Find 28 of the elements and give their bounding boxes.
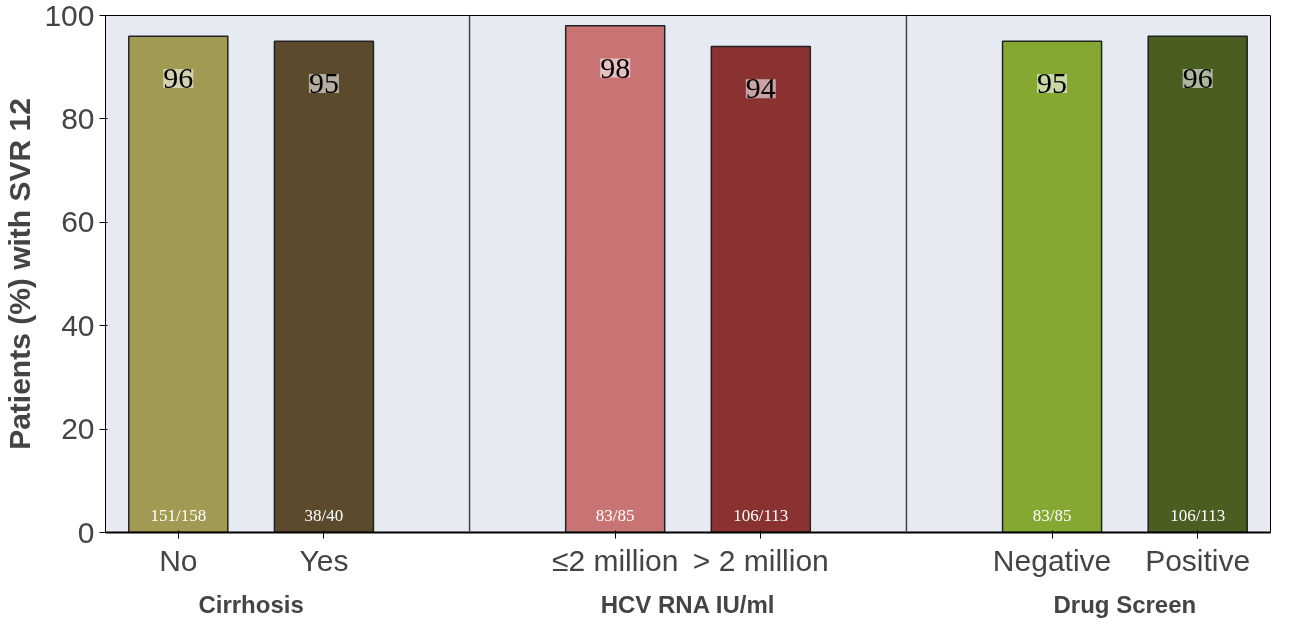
x-tick-label: Negative [992,543,1112,577]
data-label: 98 [600,50,631,84]
data-label: 95 [1037,66,1068,100]
y-axis-title: Patients (%) with SVR 12 [3,98,37,450]
y-tick-label: 20 [61,412,95,446]
data-label: 96 [1182,60,1213,94]
y-tick-label: 60 [61,205,95,239]
x-tick-label: Yes [299,543,349,577]
annotation: 38/40 [304,505,344,525]
text: HCV RNA IU/ml [600,590,775,618]
annotation: 83/85 [595,505,635,525]
x-tick-label: ≤2 million [551,543,679,577]
y-tick-label: 80 [61,101,95,135]
annotation: 151/158 [150,505,207,525]
annotation: 106/113 [1170,505,1226,525]
x-tick-label: No [159,543,198,577]
y-tick-label: 40 [61,308,95,342]
y-tick-label: 0 [77,515,95,549]
annotation: 83/85 [1032,505,1072,525]
x-tick-label: Positive [1145,543,1251,577]
data-label: 95 [308,66,339,100]
text: Cirrhosis [198,590,304,618]
data-label: 94 [745,71,776,105]
y-tick-label: 100 [44,0,95,32]
data-label: 96 [163,60,194,94]
annotation: 106/113 [733,505,789,525]
text: Drug Screen [1053,590,1197,618]
x-tick-label: > 2 million [692,543,829,577]
